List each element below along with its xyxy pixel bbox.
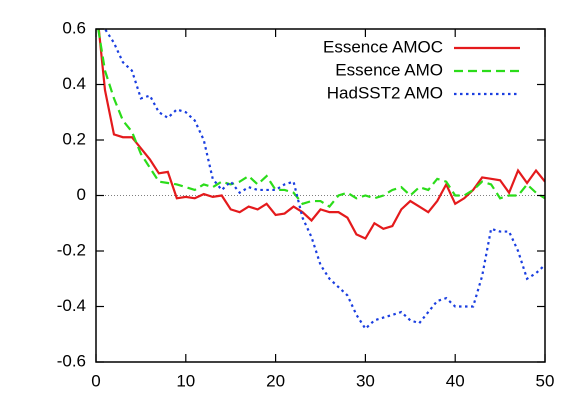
y-tick-label: 0.4 [62, 74, 86, 93]
series-line [97, 29, 545, 209]
y-tick-label: -0.4 [57, 296, 86, 315]
y-tick-label: 0.2 [62, 129, 86, 148]
y-tick-label: 0.6 [62, 18, 86, 37]
legend-label: Essence AMO [335, 60, 443, 79]
x-tick-label: 40 [446, 371, 465, 390]
series-line [97, 29, 545, 240]
x-tick-label: 20 [266, 371, 285, 390]
x-tick-label: 0 [91, 371, 100, 390]
series-line [103, 29, 545, 331]
plot-area [96, 29, 545, 331]
x-tick-label: 30 [356, 371, 375, 390]
y-tick-label: 0 [77, 185, 86, 204]
legend-label: HadSST2 AMO [327, 83, 443, 102]
x-tick-label: 50 [536, 371, 555, 390]
y-tick-label: -0.6 [57, 351, 86, 370]
legend-label: Essence AMOC [323, 37, 443, 56]
x-tick-label: 10 [176, 371, 195, 390]
y-tick-label: -0.2 [57, 240, 86, 259]
